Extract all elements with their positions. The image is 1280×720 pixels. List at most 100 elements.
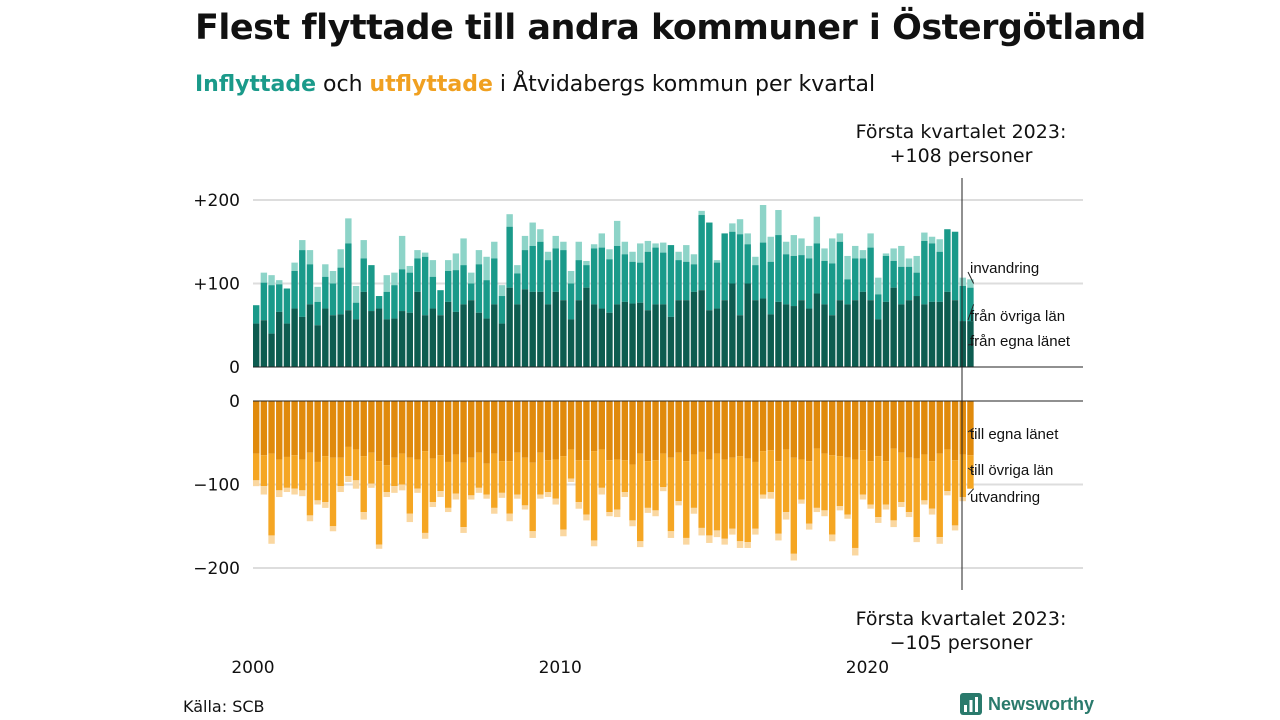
bar-in-own-county (752, 300, 759, 367)
bar-out-emigration (468, 495, 475, 500)
bar-in-other-counties (898, 266, 905, 305)
bar-in-immigration (683, 245, 690, 262)
bar-out-own-county (936, 401, 943, 454)
bar-out-emigration (913, 537, 920, 543)
bar-out-emigration (283, 487, 291, 493)
bar-out-own-county (391, 401, 398, 458)
bar-out-other-counties (683, 461, 690, 538)
bar-in-own-county (552, 291, 559, 367)
bar-in-immigration (429, 260, 437, 277)
bar-in-other-counties (913, 272, 920, 297)
bar-out-emigration (352, 480, 360, 489)
bar-in-immigration (529, 222, 536, 246)
bar-out-own-county (567, 401, 575, 450)
bar-out-emigration (713, 530, 721, 538)
bar-out-other-counties (337, 457, 344, 487)
bar-out-emigration (652, 510, 659, 517)
bar-in-other-counties (552, 248, 559, 292)
bar-in-own-county (583, 287, 590, 367)
bar-in-other-counties (690, 264, 698, 292)
bar-out-other-counties (644, 461, 652, 508)
bar-in-immigration (337, 249, 344, 268)
bar-in-own-county (629, 303, 636, 367)
bar-in-own-county (637, 302, 644, 367)
bar-in-other-counties (905, 266, 913, 301)
bar-in-immigration (782, 241, 790, 255)
bar-out-other-counties (967, 455, 974, 489)
bar-out-other-counties (383, 465, 390, 493)
bar-in-other-counties (468, 283, 475, 301)
bar-in-immigration (621, 241, 629, 255)
bar-out-other-counties (406, 457, 413, 514)
bar-in-own-county (967, 321, 974, 367)
bar-out-own-county (890, 401, 897, 449)
bar-out-other-counties (852, 459, 859, 548)
bar-in-immigration (613, 220, 621, 246)
brand-name: Newsworthy (988, 693, 1095, 714)
bar-in-immigration (959, 277, 966, 287)
bar-out-other-counties (437, 455, 444, 492)
bar-out-own-county (859, 401, 867, 451)
bar-in-other-counties (544, 260, 552, 305)
bar-out-other-counties (936, 453, 943, 538)
bar-out-emigration (575, 502, 582, 509)
bar-out-own-county (805, 401, 813, 462)
bar-out-own-county (944, 401, 951, 450)
bar-in-other-counties (790, 255, 797, 307)
bar-in-own-county (652, 304, 659, 367)
bar-out-own-county (437, 401, 444, 456)
bar-out-own-county (775, 401, 782, 462)
bar-in-own-county (790, 306, 797, 367)
bar-out-emigration (590, 540, 598, 547)
bar-in-other-counties (775, 235, 782, 302)
bar-out-other-counties (637, 453, 644, 542)
bar-out-own-county (736, 401, 744, 457)
bar-in-own-county (590, 304, 598, 367)
bar-in-other-counties (598, 247, 605, 309)
bar-out-own-county (675, 401, 682, 453)
bar-out-other-counties (529, 462, 536, 532)
bar-out-other-counties (905, 457, 913, 513)
bar-in-immigration (698, 210, 705, 216)
bar-in-own-county (437, 315, 444, 367)
bar-out-own-county (498, 401, 506, 462)
bar-out-emigration (529, 531, 536, 538)
bar-out-emigration (798, 499, 805, 504)
bar-in-other-counties (260, 282, 268, 321)
bar-out-own-county (852, 401, 859, 460)
bar-out-own-county (283, 401, 291, 457)
bar-in-own-county (821, 304, 828, 367)
bar-out-emigration (744, 542, 751, 548)
bar-out-other-counties (913, 458, 920, 538)
bar-in-own-county (575, 300, 582, 367)
bar-in-own-county (506, 287, 513, 367)
bar-out-own-county (921, 401, 928, 455)
bar-out-other-counties (652, 460, 659, 511)
chart-title: Flest flyttade till andra kommuner i Öst… (195, 8, 1146, 48)
bar-out-other-counties (452, 454, 460, 494)
bar-out-own-county (575, 401, 582, 461)
bar-in-immigration (506, 214, 513, 227)
bar-in-other-counties (867, 247, 874, 301)
bar-in-own-county (875, 319, 882, 367)
bar-in-own-county (898, 304, 905, 367)
bar-in-other-counties (959, 286, 966, 322)
bar-in-own-county (406, 312, 413, 367)
bar-in-other-counties (813, 243, 821, 294)
bar-in-immigration (260, 272, 268, 283)
bar-out-other-counties (560, 456, 567, 530)
y-tick-label: −200 (193, 559, 240, 579)
bar-out-other-counties (468, 457, 475, 496)
bar-in-other-counties (836, 241, 844, 301)
bar-out-own-county (836, 401, 844, 457)
bar-in-other-counties (890, 260, 897, 288)
bar-out-own-county (782, 401, 790, 450)
bar-in-immigration (560, 241, 567, 251)
bar-out-emigration (944, 491, 951, 496)
bar-out-other-counties (721, 459, 728, 539)
bar-in-immigration (713, 260, 721, 263)
bar-out-emigration (813, 507, 821, 513)
bar-out-own-county (414, 401, 421, 460)
bar-out-other-counties (506, 461, 513, 514)
bar-out-emigration (890, 520, 897, 528)
